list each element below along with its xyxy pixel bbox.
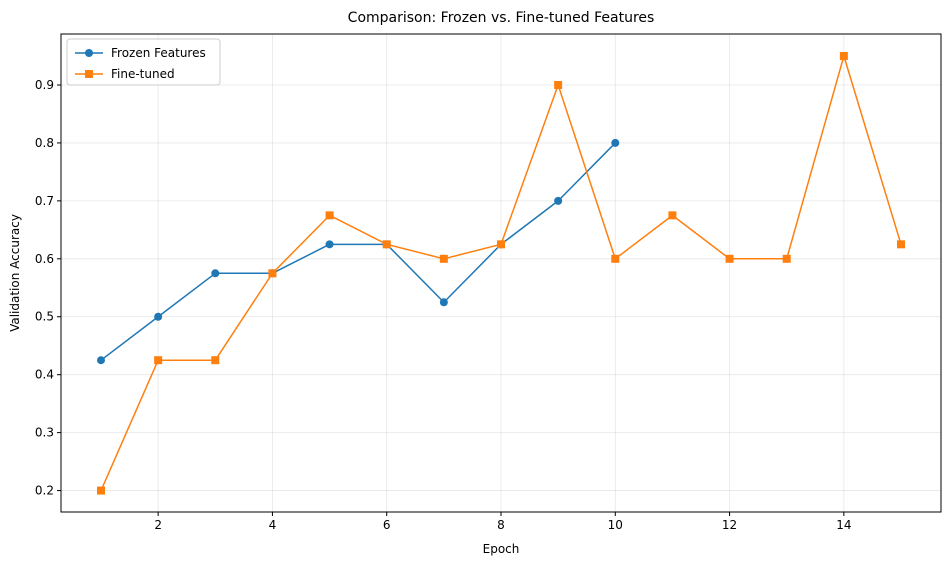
x-tick-label: 14 — [836, 518, 851, 532]
legend-label: Frozen Features — [111, 46, 206, 60]
y-tick-label: 0.9 — [35, 78, 54, 92]
data-point — [211, 356, 220, 365]
data-point — [97, 356, 105, 365]
data-point — [268, 269, 277, 278]
x-tick-label: 6 — [383, 518, 391, 532]
data-point — [725, 254, 734, 263]
x-tick-label: 4 — [269, 518, 277, 532]
x-tick-label: 2 — [154, 518, 162, 532]
x-axis-label: Epoch — [483, 542, 520, 556]
y-tick-label: 0.6 — [35, 252, 54, 266]
data-point — [897, 240, 905, 249]
series-layer — [97, 52, 905, 495]
x-tick-label: 10 — [608, 518, 623, 532]
y-axis-label: Validation Accuracy — [8, 214, 22, 332]
y-tick-label: 0.4 — [35, 368, 54, 382]
y-tick-label: 0.8 — [35, 136, 54, 150]
legend-marker — [85, 49, 93, 57]
data-point — [382, 240, 391, 249]
legend-marker — [85, 70, 93, 78]
data-point — [439, 298, 448, 307]
data-point — [497, 240, 505, 249]
series-fine-tuned — [97, 52, 905, 495]
legend-item: Frozen Features — [75, 46, 206, 60]
chart-title: Comparison: Frozen vs. Fine-tuned Featur… — [348, 10, 655, 26]
data-point — [554, 196, 563, 205]
data-point — [325, 211, 334, 220]
data-point — [782, 254, 791, 263]
y-tick-label: 0.7 — [35, 194, 54, 208]
legend-label: Fine-tuned — [111, 67, 175, 81]
data-point — [211, 269, 220, 278]
y-tick-label: 0.3 — [35, 426, 54, 440]
legend-box — [66, 38, 221, 86]
x-tick-label: 8 — [497, 518, 505, 532]
data-point — [611, 254, 620, 263]
data-point — [439, 254, 448, 263]
data-point — [668, 211, 677, 220]
data-point — [554, 80, 563, 89]
data-point — [154, 356, 163, 365]
legend-item: Fine-tuned — [75, 67, 175, 81]
x-tick-label: 12 — [722, 518, 737, 532]
grid-lines — [61, 34, 941, 512]
y-tick-label: 0.5 — [35, 310, 54, 324]
axis-ticks: 2 4 6 8 10 12 14 0.2 0.3 0.4 0.5 0.6 0.7 0.8 0.9 — [35, 78, 852, 532]
data-point — [611, 138, 620, 147]
legend: Frozen Features Fine-tuned — [66, 38, 221, 86]
y-tick-label: 0.2 — [35, 484, 54, 498]
data-point — [839, 52, 848, 61]
series-line — [100, 142, 616, 361]
data-point — [325, 240, 334, 249]
data-point — [97, 486, 105, 495]
data-point — [154, 312, 163, 321]
